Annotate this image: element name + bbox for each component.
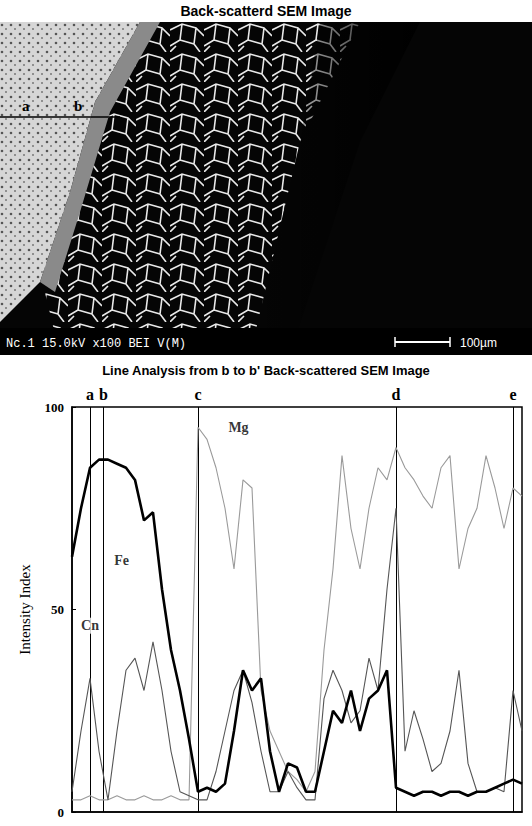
svg-text:100µm: 100µm <box>460 336 497 350</box>
svg-text:e: e <box>509 386 516 403</box>
svg-text:Nc.1 15.0kV x100 BEI V(M): Nc.1 15.0kV x100 BEI V(M) <box>6 337 186 351</box>
svg-text:a: a <box>86 386 94 403</box>
html-text:Back-scatterd SEM Image: Back-scatterd SEM Image <box>180 3 352 19</box>
svg-text:Fe: Fe <box>114 553 129 568</box>
svg-text:Line Analysis from b to b' Bac: Line Analysis from b to b' Back-scattere… <box>102 363 430 378</box>
svg-text:100: 100 <box>45 400 65 415</box>
svg-text:a: a <box>22 98 30 114</box>
svg-text:0: 0 <box>58 805 65 820</box>
svg-text:Mg: Mg <box>228 420 248 435</box>
svg-text:c: c <box>194 386 201 403</box>
svg-text:Intensity Index: Intensity Index <box>17 564 33 655</box>
svg-text:b: b <box>74 98 82 114</box>
svg-text:b: b <box>99 386 108 403</box>
svg-text:50: 50 <box>51 602 64 617</box>
svg-text:d: d <box>392 386 401 403</box>
svg-text:Cn: Cn <box>81 618 99 633</box>
